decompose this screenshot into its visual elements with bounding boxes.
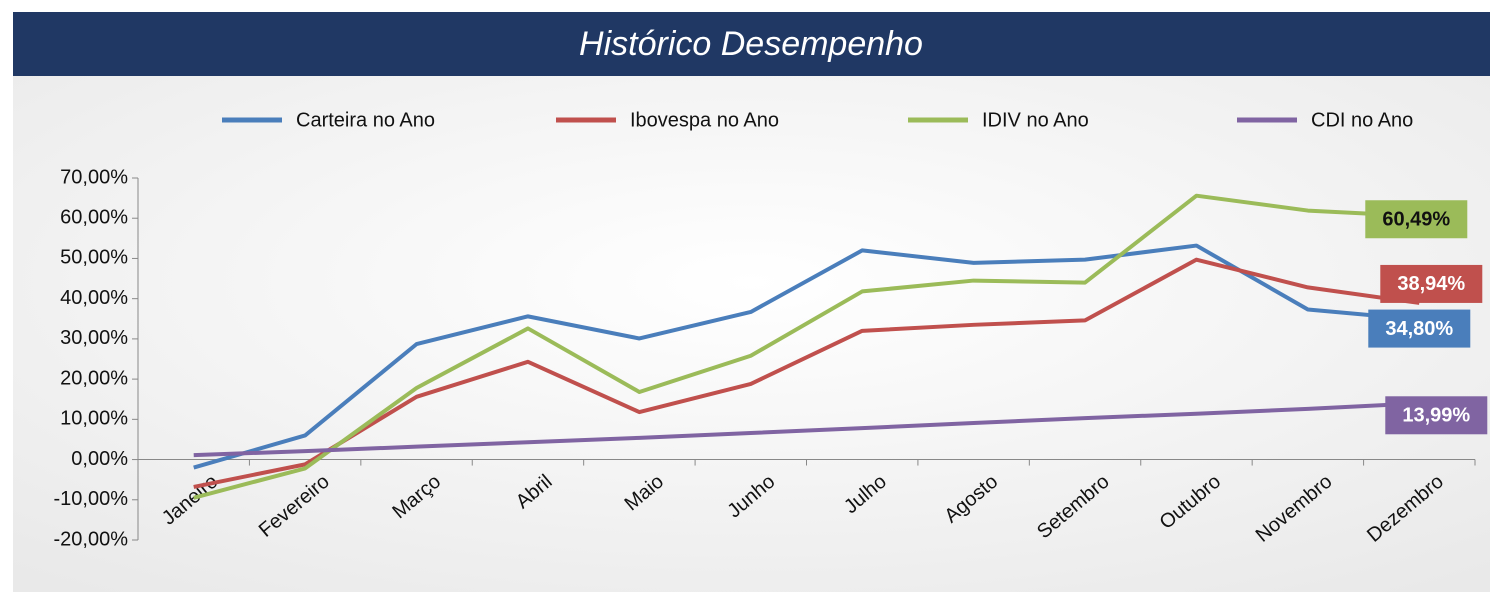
value-label-box bbox=[1368, 309, 1471, 348]
series-line bbox=[193, 257, 1420, 489]
y-tick-label: 10,00% bbox=[60, 408, 128, 430]
series-line bbox=[193, 243, 1420, 470]
legend-label: CDI no Ano bbox=[1311, 109, 1413, 131]
y-tick-label: 20,00% bbox=[60, 367, 128, 389]
value-label-box bbox=[1365, 200, 1468, 239]
value-label: 38,94% bbox=[1397, 273, 1465, 295]
legend-label: Carteira no Ano bbox=[296, 109, 435, 131]
y-tick-label: -20,00% bbox=[54, 528, 129, 550]
y-tick-label: 40,00% bbox=[60, 287, 128, 309]
header bbox=[13, 12, 1490, 76]
legend-label: IDIV no Ano bbox=[982, 109, 1089, 131]
series-line bbox=[193, 401, 1420, 458]
y-tick-label: 0,00% bbox=[71, 448, 128, 470]
chart-title: Histórico Desempenho bbox=[579, 25, 923, 63]
value-label: 60,49% bbox=[1382, 209, 1450, 231]
value-label: 34,80% bbox=[1385, 318, 1453, 340]
series-line bbox=[193, 193, 1420, 500]
value-label-box bbox=[1385, 396, 1488, 435]
y-tick-label: 50,00% bbox=[60, 247, 128, 269]
y-tick-label: 30,00% bbox=[60, 327, 128, 349]
value-label-box bbox=[1380, 264, 1483, 303]
y-tick-label: 60,00% bbox=[60, 207, 128, 229]
y-tick-label: -10,00% bbox=[54, 488, 129, 510]
legend-label: Ibovespa no Ano bbox=[630, 109, 779, 131]
value-label: 13,99% bbox=[1402, 405, 1470, 427]
y-tick-label: 70,00% bbox=[60, 166, 128, 188]
chart-background bbox=[13, 76, 1490, 592]
